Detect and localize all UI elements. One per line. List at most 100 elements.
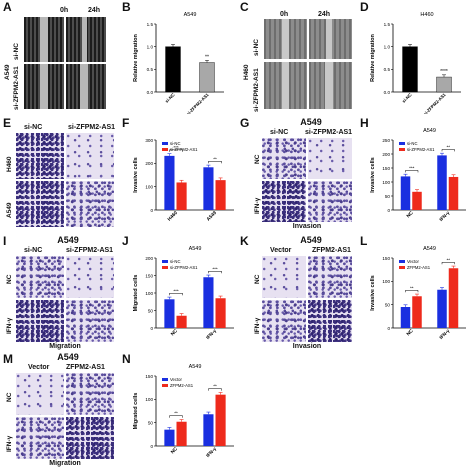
panel-letter-e: E bbox=[3, 116, 12, 130]
significance-bracket bbox=[441, 262, 455, 265]
chart-b-relative-migration: A549 Relative migration 0.0 0.5 1.0 1.5 si-NC s… bbox=[133, 12, 224, 114]
x-tick-label: si-ZFPM2-AS1 bbox=[422, 92, 447, 114]
row-label-nc: NC bbox=[6, 392, 13, 402]
bar bbox=[215, 298, 226, 328]
y-tick-label: 1.5 bbox=[147, 22, 154, 27]
y-tick-label: 0 bbox=[387, 208, 390, 213]
y-tick-label: 0 bbox=[387, 326, 390, 331]
bar bbox=[164, 299, 175, 328]
bar bbox=[402, 46, 418, 93]
x-tick-label: IFN-γ bbox=[438, 328, 451, 341]
legend-label: si-ZFPM2-AS1 bbox=[407, 147, 435, 152]
x-tick-label: IFN-γ bbox=[205, 446, 218, 459]
panel-caption: Migration bbox=[49, 460, 81, 467]
bar bbox=[203, 167, 214, 210]
significance-mark: *** bbox=[173, 288, 179, 293]
significance-bracket bbox=[169, 149, 183, 152]
wound-gap bbox=[40, 64, 48, 109]
transwell-image bbox=[66, 133, 114, 179]
row-label-a549: A549 bbox=[6, 202, 13, 218]
bar bbox=[203, 277, 214, 328]
bar bbox=[437, 155, 447, 210]
y-tick-label: 50 bbox=[148, 420, 154, 425]
y-axis-label: Relative migration bbox=[370, 34, 376, 82]
x-tick-label: si-NC bbox=[401, 92, 413, 104]
wound-gap bbox=[40, 17, 48, 62]
chart-title: A549 bbox=[189, 246, 202, 252]
bar bbox=[176, 315, 187, 328]
significance-mark: ** bbox=[446, 257, 450, 262]
significance-mark: **** bbox=[440, 69, 448, 75]
row-group-label: H460 bbox=[243, 64, 250, 80]
bar bbox=[164, 429, 175, 446]
significance-bracket bbox=[405, 170, 419, 173]
row-label-si-zfpm2-as1: si-ZFPM2-AS1 bbox=[253, 68, 260, 112]
chart-h-invasive-cells: A549 Invasive cells 0 50 100 150 200 250 NC IFN-γ… bbox=[370, 128, 466, 223]
y-axis-label: Relative migration bbox=[133, 34, 139, 82]
panel-title: A549 bbox=[57, 352, 79, 362]
x-tick-label: si-ZFPM2-AS1 bbox=[185, 92, 210, 114]
col-label-si-zfpm2-as1: si-ZFPM2-AS1 bbox=[66, 247, 114, 254]
x-tick-label: NC bbox=[170, 328, 180, 338]
legend-label: ZFPM2-AS1 bbox=[170, 383, 194, 388]
y-tick-label: 0 bbox=[150, 326, 153, 331]
col-label-si-nc: si-NC bbox=[24, 124, 43, 131]
row-label-ifn-gamma: IFN-γ bbox=[254, 197, 261, 214]
bar bbox=[203, 414, 214, 446]
wound-gap bbox=[282, 19, 289, 59]
y-tick-label: 200 bbox=[145, 161, 153, 166]
row-label-si-nc: si-NC bbox=[13, 43, 20, 60]
significance-mark: ** bbox=[205, 55, 209, 61]
x-tick-label: H460 bbox=[167, 210, 180, 223]
col-label-vector: Vector bbox=[28, 364, 50, 371]
row-label-ifn-gamma: IFN-γ bbox=[6, 435, 13, 452]
legend-label: si-NC bbox=[407, 141, 417, 146]
row-label-si-nc: si-NC bbox=[253, 39, 260, 56]
legend-label: ZFPM2-AS1 bbox=[407, 265, 431, 270]
col-label-si-nc: si-NC bbox=[24, 247, 43, 254]
transwell-image bbox=[66, 417, 114, 459]
panel-letter-m: M bbox=[3, 352, 13, 366]
significance-bracket bbox=[208, 271, 222, 274]
bar bbox=[400, 307, 411, 328]
chart-j-migrated-cells: A549 Migrated cells 0 50 100 150 200 NC IFN-γ ***… bbox=[133, 246, 234, 341]
x-tick-label: IFN-γ bbox=[438, 210, 451, 223]
panel-title: A549 bbox=[57, 235, 79, 245]
legend-swatch bbox=[162, 142, 168, 145]
legend-swatch bbox=[399, 148, 405, 151]
significance-bracket bbox=[208, 388, 222, 391]
panel-letter-g: G bbox=[240, 116, 250, 130]
row-group-label: A549 bbox=[4, 64, 11, 80]
y-tick-label: 300 bbox=[145, 138, 153, 143]
y-tick-label: 50 bbox=[148, 308, 154, 313]
significance-mark: *** bbox=[409, 165, 415, 170]
transwell-image bbox=[308, 256, 352, 298]
transwell-image bbox=[308, 181, 352, 222]
transwell-image bbox=[66, 300, 114, 342]
y-tick-label: 150 bbox=[382, 166, 390, 171]
x-tick-label: NC bbox=[406, 328, 416, 338]
wound-gap bbox=[82, 17, 87, 62]
panel-letter-n: N bbox=[122, 352, 131, 366]
y-tick-label: 0 bbox=[150, 208, 153, 213]
col-label-zfpm2-as1: ZFPM2-AS1 bbox=[66, 364, 105, 371]
col-label-si-zfpm2-as1: si-ZFPM2-AS1 bbox=[68, 124, 116, 131]
panel-letter-b: B bbox=[122, 0, 131, 14]
x-tick-label: A549 bbox=[206, 210, 219, 223]
legend-swatch bbox=[162, 378, 168, 381]
col-label-vector: Vector bbox=[270, 247, 292, 254]
bar bbox=[436, 76, 452, 93]
y-axis-label: Invasive cells bbox=[133, 157, 139, 192]
significance-mark: ** bbox=[174, 411, 178, 416]
col-label-24h: 24h bbox=[318, 11, 331, 18]
col-label-zfpm2-as1: ZFPM2-AS1 bbox=[312, 247, 351, 254]
y-tick-label: 0.0 bbox=[384, 90, 391, 95]
chart-title: A549 bbox=[184, 12, 197, 18]
significance-mark: ** bbox=[446, 144, 450, 149]
panel-letter-j: J bbox=[122, 234, 129, 248]
panel-letter-d: D bbox=[360, 0, 369, 14]
bar bbox=[164, 155, 175, 210]
panel-letter-i: I bbox=[3, 234, 7, 248]
row-label-nc: NC bbox=[6, 274, 13, 284]
panel-caption: Invasion bbox=[292, 343, 322, 350]
